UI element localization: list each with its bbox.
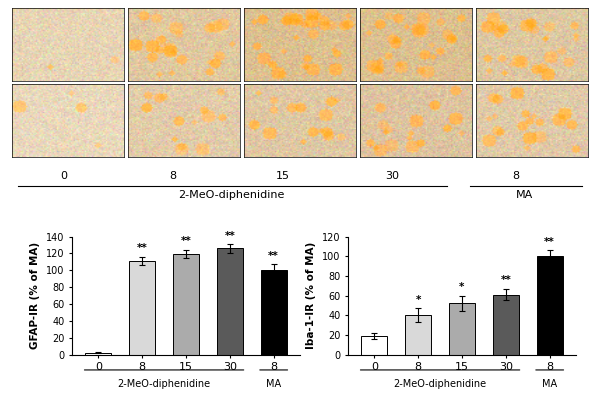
Y-axis label: GFAP-IR (% of MA): GFAP-IR (% of MA) (31, 242, 40, 349)
Bar (129, 261, 155, 355)
Text: **: ** (544, 237, 555, 247)
Text: 0: 0 (61, 171, 67, 181)
Bar (449, 303, 475, 355)
Text: 8: 8 (170, 171, 177, 181)
Text: **: ** (268, 251, 279, 261)
Text: **: ** (224, 230, 235, 241)
Text: MA: MA (266, 379, 281, 389)
Y-axis label: Iba-1-IR (% of MA): Iba-1-IR (% of MA) (307, 242, 316, 349)
Text: 15: 15 (276, 171, 290, 181)
Text: MA: MA (542, 379, 557, 389)
Bar (85, 353, 112, 355)
Text: 2-MeO-diphenidine: 2-MeO-diphenidine (394, 379, 487, 389)
Bar (217, 248, 243, 355)
Bar (536, 256, 563, 355)
Text: 2-MeO-diphenidine: 2-MeO-diphenidine (118, 379, 211, 389)
Text: **: ** (181, 236, 191, 247)
Text: 30: 30 (385, 171, 399, 181)
Text: **: ** (500, 275, 511, 285)
Text: *: * (415, 295, 421, 305)
Text: MA: MA (516, 190, 533, 200)
Text: 2-MeO-diphenidine: 2-MeO-diphenidine (178, 190, 284, 200)
Bar (361, 336, 388, 355)
Bar (405, 315, 431, 355)
Bar (173, 254, 199, 355)
Bar (260, 270, 287, 355)
Text: *: * (460, 282, 464, 292)
Bar (493, 295, 519, 355)
Text: **: ** (137, 243, 148, 253)
Text: 8: 8 (512, 171, 520, 181)
